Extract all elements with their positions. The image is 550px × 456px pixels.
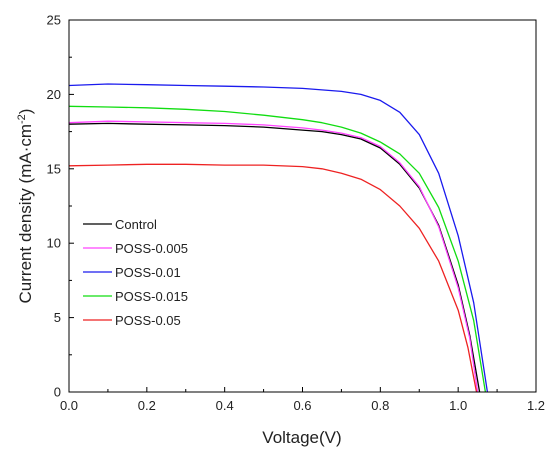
- series-line-control: [68, 122, 481, 393]
- y-tick-label: 20: [47, 87, 61, 102]
- legend-label: POSS-0.01: [115, 265, 181, 280]
- x-tick-label: 0.0: [60, 398, 78, 413]
- x-tick-label: 0.6: [293, 398, 311, 413]
- series-line-poss-0-01: [68, 83, 489, 393]
- series-line-poss-0-05: [68, 163, 478, 393]
- x-tick-label: 0.8: [371, 398, 389, 413]
- legend-label: POSS-0.005: [115, 241, 188, 256]
- y-axis-ticks: 0 5 10 15 20 25: [47, 13, 74, 400]
- legend-label: POSS-0.05: [115, 313, 181, 328]
- series-line-poss-0-015: [68, 105, 487, 393]
- x-axis-title: Voltage(V): [262, 428, 341, 447]
- legend-label: POSS-0.015: [115, 289, 188, 304]
- legend: Control POSS-0.005 POSS-0.01 POSS-0.015 POSS…: [83, 217, 188, 328]
- legend-label: Control: [115, 217, 157, 232]
- x-tick-label: 0.4: [216, 398, 234, 413]
- y-tick-label: 15: [47, 161, 61, 176]
- y-tick-label: 25: [47, 13, 61, 28]
- x-tick-label: 0.2: [138, 398, 156, 413]
- series-line-poss-0-005: [68, 120, 479, 393]
- series-layer: [68, 83, 489, 393]
- y-tick-label: 0: [54, 385, 61, 400]
- y-tick-label: 10: [47, 236, 61, 251]
- x-axis-ticks: 0.0 0.2 0.4 0.6 0.8 1.0 1.2: [60, 387, 545, 413]
- y-axis-title: Current density (mA·cm-2): [16, 109, 35, 304]
- plot-frame: [68, 19, 537, 393]
- y-tick-label: 5: [54, 310, 61, 325]
- x-tick-label: 1.0: [449, 398, 467, 413]
- x-tick-label: 1.2: [527, 398, 545, 413]
